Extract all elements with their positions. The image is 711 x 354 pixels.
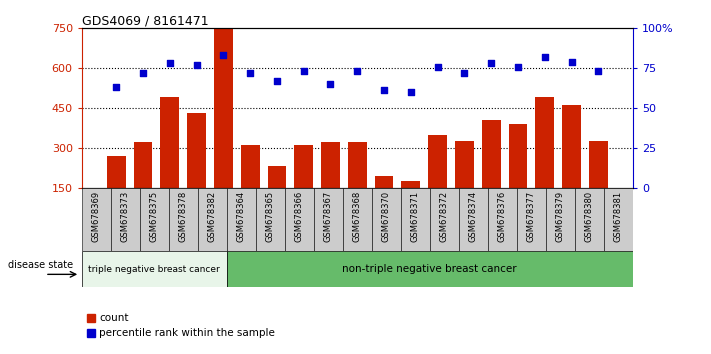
Point [191,62,202,68]
Text: GSM678377: GSM678377 [527,191,536,242]
Bar [488,188,517,251]
Text: triple negative breast cancer: triple negative breast cancer [88,264,220,274]
Point [271,78,282,84]
Bar [401,188,429,251]
Bar [589,141,608,188]
Bar [314,188,343,251]
Bar [294,145,313,188]
Bar [604,188,633,251]
Point [164,61,176,66]
Point [405,89,417,95]
Legend: count, percentile rank within the sample: count, percentile rank within the sample [87,313,275,338]
Bar [343,188,372,251]
Bar [198,188,227,251]
Bar [82,251,227,287]
Text: GSM678368: GSM678368 [353,191,362,242]
Bar [187,113,206,188]
Text: GSM678367: GSM678367 [324,191,333,242]
Point [325,81,336,87]
Point [110,85,122,90]
Bar [508,124,528,188]
Point [245,70,256,76]
Text: GSM678365: GSM678365 [266,191,274,242]
Text: GSM678372: GSM678372 [440,191,449,242]
Bar [134,143,152,188]
Bar [321,143,340,188]
Text: GDS4069 / 8161471: GDS4069 / 8161471 [82,14,208,27]
Bar [111,188,140,251]
Bar [562,105,581,188]
Bar [82,188,111,251]
Bar [161,97,179,188]
Bar [455,141,474,188]
Bar [214,28,232,188]
Text: GSM678370: GSM678370 [382,191,391,242]
Text: GSM678364: GSM678364 [237,191,246,242]
Point [432,64,444,69]
Point [566,59,577,65]
Text: GSM678374: GSM678374 [469,191,478,242]
Bar [482,120,501,188]
Bar [348,143,367,188]
Text: GSM678371: GSM678371 [411,191,419,242]
Bar [107,156,126,188]
Bar [402,181,420,188]
Bar [546,188,574,251]
Bar [169,188,198,251]
Bar [375,176,393,188]
Bar [267,166,287,188]
Bar [227,188,256,251]
Point [539,54,550,60]
Text: disease state: disease state [9,260,73,270]
Bar [372,188,401,251]
Text: GSM678373: GSM678373 [121,191,130,242]
Point [486,61,497,66]
Text: non-triple negative breast cancer: non-triple negative breast cancer [343,264,517,274]
Point [378,88,390,93]
Text: GSM678379: GSM678379 [556,191,565,242]
Bar [285,188,314,251]
Bar [459,188,488,251]
Point [298,69,309,74]
Point [137,70,149,76]
Bar [574,188,604,251]
Point [218,53,229,58]
Bar [256,188,285,251]
Bar [429,188,459,251]
Bar [241,145,260,188]
Bar [428,135,447,188]
Text: GSM678369: GSM678369 [92,191,101,242]
Text: GSM678366: GSM678366 [295,191,304,242]
Bar [227,251,633,287]
Text: GSM678376: GSM678376 [498,191,507,242]
Text: GSM678381: GSM678381 [614,191,623,242]
Text: GSM678375: GSM678375 [150,191,159,242]
Point [593,69,604,74]
Bar [140,188,169,251]
Text: GSM678380: GSM678380 [584,191,594,242]
Point [459,70,470,76]
Bar [535,97,554,188]
Bar [517,188,546,251]
Text: GSM678382: GSM678382 [208,191,217,242]
Text: GSM678378: GSM678378 [178,191,188,242]
Point [352,69,363,74]
Point [513,64,524,69]
